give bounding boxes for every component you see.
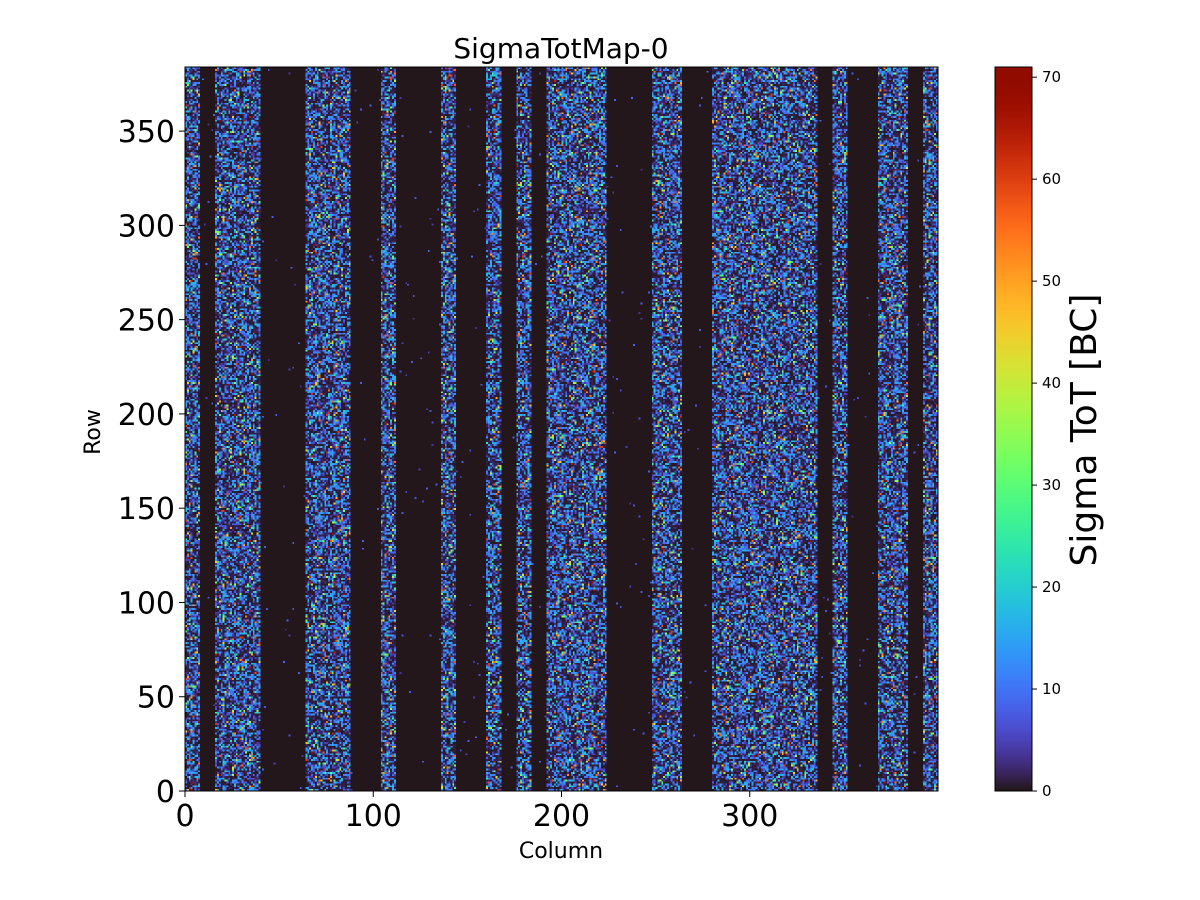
colorbar-tick-label: 60 bbox=[1042, 170, 1061, 188]
x-axis-label: Column bbox=[519, 839, 603, 864]
colorbar-tick-label: 50 bbox=[1042, 272, 1061, 290]
y-tick-label: 350 bbox=[118, 115, 175, 150]
y-axis-ticks: 0 50 100 150 200 250 300 350 bbox=[118, 115, 185, 810]
colorbar-tick-label: 70 bbox=[1042, 68, 1061, 86]
heatmap-image bbox=[185, 67, 938, 791]
colorbar-tick-label: 0 bbox=[1042, 782, 1052, 800]
y-tick-label: 250 bbox=[118, 304, 175, 339]
y-tick-label: 50 bbox=[137, 681, 175, 716]
colorbar-frame bbox=[994, 66, 1033, 792]
colorbar-label: Sigma ToT [BC] bbox=[1064, 294, 1105, 567]
colorbar-tick-label: 10 bbox=[1042, 680, 1061, 698]
y-tick-label: 150 bbox=[118, 492, 175, 527]
y-tick-label: 300 bbox=[118, 209, 175, 244]
x-axis-ticks: 0 100 200 300 bbox=[175, 791, 778, 834]
x-tick-label: 0 bbox=[175, 799, 194, 834]
colorbar-tick-label: 30 bbox=[1042, 476, 1061, 494]
colorbar-tick-label: 40 bbox=[1042, 374, 1061, 392]
x-tick-label: 300 bbox=[721, 799, 778, 834]
y-axis-label: Row bbox=[81, 409, 106, 455]
plot-frame bbox=[184, 66, 939, 792]
y-tick-label: 0 bbox=[156, 775, 175, 810]
y-tick-label: 200 bbox=[118, 398, 175, 433]
colorbar-tick-label: 20 bbox=[1042, 578, 1061, 596]
x-tick-label: 100 bbox=[345, 799, 402, 834]
x-tick-label: 200 bbox=[533, 799, 590, 834]
colorbar-gradient bbox=[995, 67, 1032, 791]
chart-title: SigmaTotMap-0 bbox=[453, 32, 668, 65]
y-tick-label: 100 bbox=[118, 586, 175, 621]
colorbar-ticks: 0 10 20 30 40 50 60 70 bbox=[1032, 68, 1061, 800]
